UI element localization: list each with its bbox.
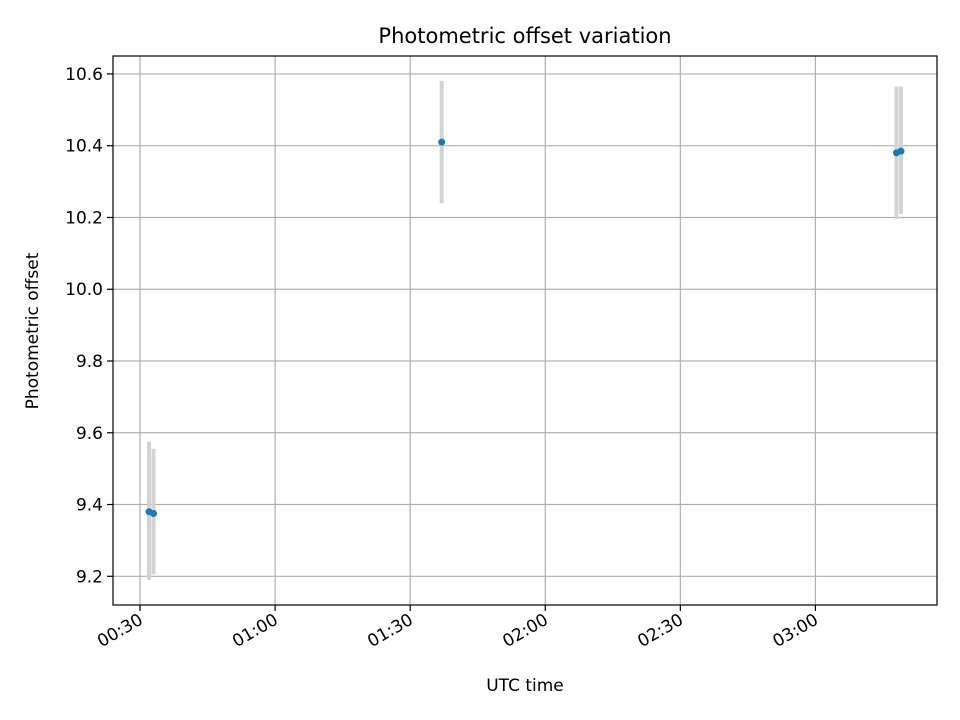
chart-title: Photometric offset variation [378,24,671,48]
y-tick-label: 10.6 [65,65,103,85]
y-tick-label: 9.4 [76,496,103,516]
y-axis-ticks: 9.2 9.4 9.6 9.8 10.0 10.2 10.4 10.6 [65,65,113,587]
y-tick-label: 9.6 [76,424,103,444]
data-points [145,138,905,517]
y-tick-label: 10.2 [65,208,103,228]
x-axis-label: UTC time [486,676,564,696]
y-axis-label: Photometric offset [23,252,43,409]
data-point [897,147,905,155]
data-point [150,510,158,517]
plot-frame [112,55,938,606]
y-tick-label: 9.2 [76,567,103,587]
data-point [438,138,446,146]
y-tick-label: 9.8 [76,352,103,372]
y-tick-label: 10.4 [65,137,103,157]
y-tick-label: 10.0 [65,280,103,300]
grid [113,56,937,605]
